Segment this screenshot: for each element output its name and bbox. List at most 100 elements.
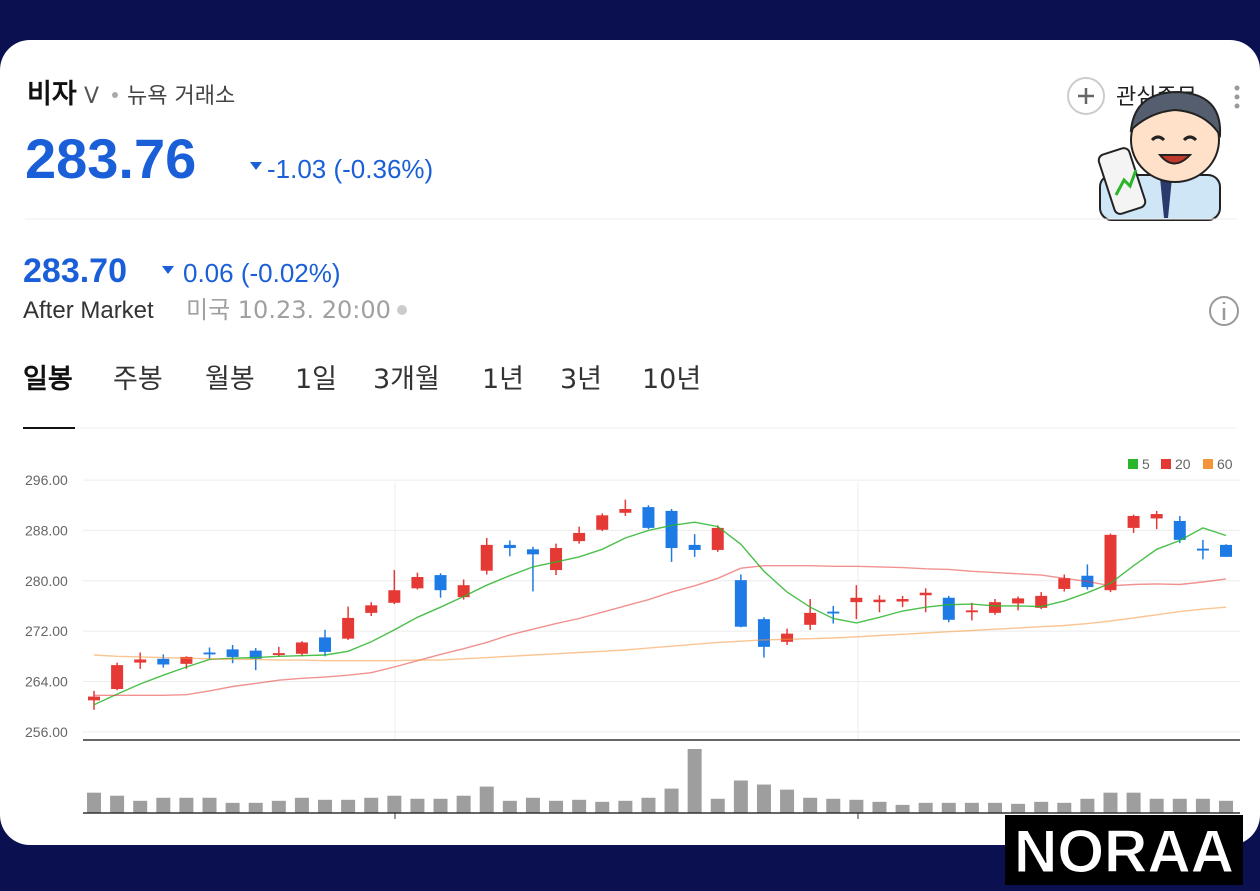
watermark: NORAA: [1014, 818, 1234, 885]
candle-body: [1150, 514, 1163, 519]
volume-bar: [1195, 798, 1210, 813]
volume-bar: [1149, 798, 1164, 813]
after-market-time: 미국 10.23. 20:00: [186, 296, 391, 324]
volume-bar: [964, 802, 979, 813]
candle-body: [365, 605, 378, 613]
candle-body: [642, 507, 655, 528]
candle-body: [1104, 534, 1117, 591]
down-arrow: [250, 162, 262, 170]
volume-bar: [341, 799, 356, 813]
candle-body: [272, 653, 285, 656]
volume-bar: [1172, 798, 1187, 813]
menu-dot: [1234, 103, 1240, 109]
candle-body: [249, 650, 262, 659]
volume-bar: [1126, 792, 1141, 813]
candle-body: [88, 696, 100, 701]
candle-body: [873, 599, 886, 603]
exchange: 뉴욕 거래소: [127, 84, 235, 109]
volume-bar: [1034, 801, 1049, 813]
volume-bar: [156, 797, 171, 813]
moving-average-line: [93, 606, 1227, 662]
candle-body: [573, 532, 586, 542]
volume-bar: [110, 795, 125, 813]
candle-body: [526, 549, 539, 555]
volume-bar: [433, 798, 448, 813]
candle-body: [1058, 578, 1071, 589]
period-tab[interactable]: 주봉: [113, 364, 163, 395]
volume-bar: [525, 797, 540, 813]
volume-bar: [872, 801, 887, 813]
volume-bar: [941, 802, 956, 813]
card: [0, 40, 1260, 845]
plus-sign: [1078, 88, 1094, 104]
legend-swatch: [1161, 459, 1171, 469]
volume-bar: [1057, 802, 1072, 813]
info-icon[interactable]: [1209, 296, 1239, 326]
candle-body: [480, 544, 493, 571]
period-tab[interactable]: 10년: [642, 364, 701, 395]
candle-body: [919, 592, 932, 596]
volume-bar: [318, 799, 333, 813]
period-tab[interactable]: 1년: [482, 364, 524, 395]
volume-bar: [1080, 798, 1095, 813]
down-arrow: [162, 266, 174, 274]
y-tick-label: 256.00: [25, 724, 68, 740]
cartoon-hair: [1129, 90, 1222, 139]
volume-bar: [918, 802, 933, 813]
ticker: V: [84, 84, 99, 109]
candle-body: [203, 652, 216, 655]
period-tab[interactable]: 3개월: [373, 364, 440, 395]
candle-body: [711, 527, 724, 550]
period-tab[interactable]: 1일: [295, 364, 337, 395]
candle-body: [781, 633, 794, 642]
cartoon-eyes: [1150, 135, 1198, 142]
candle-body: [457, 585, 470, 598]
period-tab[interactable]: 일봉: [23, 364, 73, 395]
candle-body: [550, 548, 563, 571]
volume-bar: [780, 789, 795, 813]
candle-body: [503, 544, 516, 549]
volume-bar: [364, 797, 379, 813]
info-button[interactable]: [1209, 296, 1239, 326]
after-market-price: 283.70: [23, 252, 127, 290]
candle-body: [850, 597, 863, 603]
volume-bar: [225, 802, 240, 813]
volume-bar: [895, 804, 910, 813]
candle-body: [896, 599, 909, 602]
moving-average-line: [94, 565, 1227, 696]
after-market-change: 0.06 (-0.02%): [183, 258, 341, 288]
status-dot: [397, 305, 407, 315]
volume-bar: [456, 795, 471, 813]
cartoon-mouth: [1157, 154, 1193, 165]
more-menu[interactable]: [1234, 85, 1240, 109]
candle-body: [1220, 544, 1232, 557]
y-tick-label: 296.00: [25, 472, 68, 488]
candle-body: [965, 610, 978, 613]
volume-bar: [710, 798, 725, 813]
volume-bar: [849, 799, 864, 813]
volume-bar: [803, 797, 818, 813]
candle-body: [757, 619, 770, 647]
volume-bar: [271, 800, 286, 813]
legend-label: 20: [1175, 456, 1191, 472]
y-tick-label: 272.00: [25, 623, 68, 639]
volume-bar: [410, 798, 425, 813]
volume-bar: [756, 784, 771, 813]
cartoon-sticker: [1097, 90, 1222, 221]
volume-bar: [248, 802, 263, 813]
volume-bar: [595, 801, 610, 813]
candle-body: [688, 544, 701, 550]
volume-bar: [479, 786, 494, 813]
volume-bar: [618, 800, 633, 813]
stock-name: 비자: [27, 79, 77, 110]
candle-body: [226, 649, 239, 657]
candle-body: [1173, 520, 1186, 540]
menu-dot: [1234, 94, 1240, 100]
period-tab[interactable]: 월봉: [205, 364, 255, 395]
candle-body: [342, 617, 355, 639]
volume-bar: [202, 797, 217, 813]
period-tab[interactable]: 3년: [560, 364, 602, 395]
separator-dot: [112, 92, 118, 98]
candle-body: [804, 612, 817, 625]
candle-body: [134, 659, 147, 663]
